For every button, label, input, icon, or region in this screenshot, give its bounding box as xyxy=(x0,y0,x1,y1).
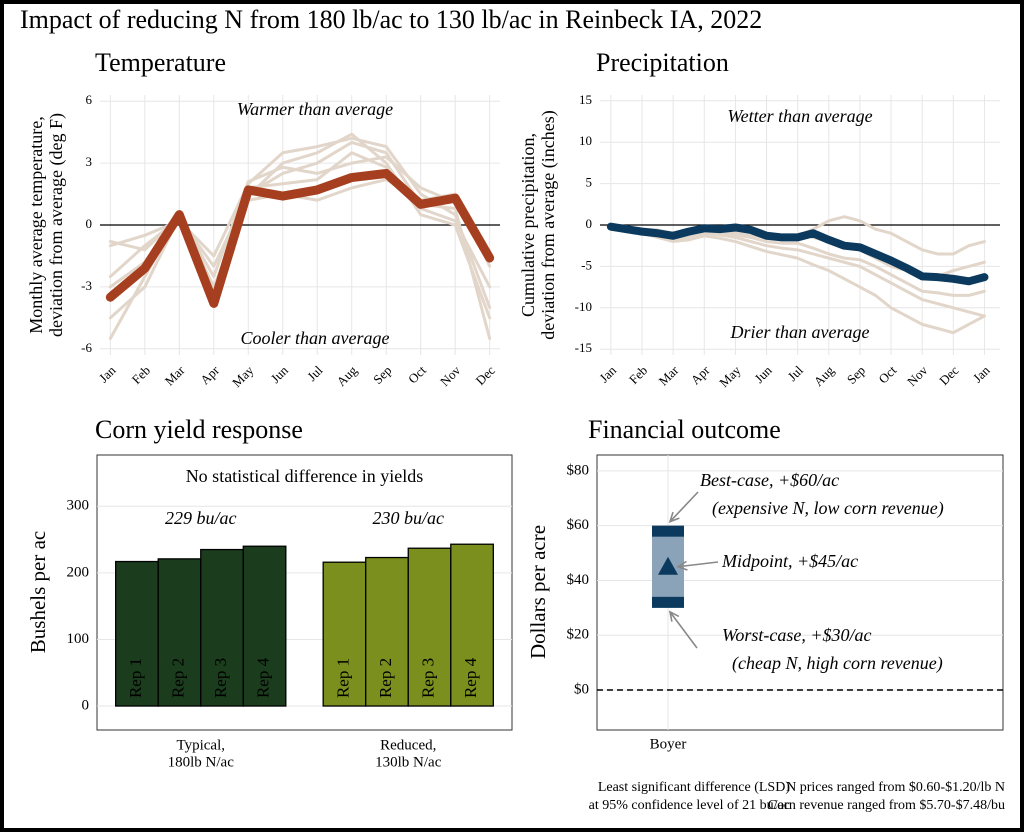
footnote: at 95% confidence level of 21 bu/ac xyxy=(589,798,790,813)
y-tick-label: -3 xyxy=(81,278,92,293)
y-axis-label: Cumulative precipitation, xyxy=(518,133,538,317)
bar xyxy=(200,548,244,707)
bar-label: Rep 4 xyxy=(461,657,480,698)
y-axis-label: deviation from average (deg F) xyxy=(46,113,67,337)
y-tick-label: 0 xyxy=(586,216,593,231)
annotation: Best-case, +$60/ac xyxy=(700,470,839,490)
bar-label: Rep 2 xyxy=(168,658,187,698)
bar xyxy=(157,558,202,707)
annotation: Cooler than average xyxy=(241,328,390,348)
footnote: Corn revenue ranged from $5.70-$7.48/bu xyxy=(768,798,1005,813)
group-label: 230 bu/ac xyxy=(373,508,445,528)
y-tick-label: -5 xyxy=(581,257,592,272)
y-tick-label: -6 xyxy=(81,340,92,355)
annotation: Warmer than average xyxy=(237,99,393,119)
footnote: Least significant difference (LSD) xyxy=(598,780,791,795)
background-line xyxy=(609,223,986,335)
panel xyxy=(96,454,513,731)
bar-label: Rep 1 xyxy=(333,658,352,698)
y-tick-label: 15 xyxy=(579,92,592,107)
annotation: (cheap N, high corn revenue) xyxy=(732,653,943,674)
low-cap xyxy=(652,596,684,608)
bar xyxy=(115,560,159,707)
midpoint xyxy=(658,556,678,575)
annotation: (expensive N, low corn revenue) xyxy=(712,498,944,519)
y-tick-label: -15 xyxy=(575,340,592,355)
arrow-head xyxy=(668,610,680,622)
y-tick-label: 3 xyxy=(86,154,93,169)
footnote: N prices ranged from $0.60-$1.20/lb N xyxy=(786,780,1005,795)
y-tick-label: 100 xyxy=(67,631,90,647)
bar-label: Rep 2 xyxy=(376,658,395,698)
bar-label: Rep 3 xyxy=(211,658,230,698)
y-tick-label: 200 xyxy=(67,564,90,580)
panel xyxy=(596,454,1004,731)
arrow xyxy=(677,561,719,568)
annotation: Drier than average xyxy=(730,322,870,342)
bar-label: Rep 1 xyxy=(126,658,145,698)
x-tick-label: 180lb N/ac xyxy=(168,754,235,770)
y-tick-label: $80 xyxy=(567,462,590,478)
bar xyxy=(242,545,287,707)
y-tick-label: 5 xyxy=(586,175,593,190)
y-axis-label: Monthly average temperature, xyxy=(26,116,46,333)
arrow-head xyxy=(676,560,688,571)
background-line xyxy=(609,223,986,318)
y-tick-label: 0 xyxy=(82,697,90,713)
main-line xyxy=(606,222,989,286)
bar xyxy=(322,561,367,707)
panel-title: Financial outcome xyxy=(588,415,781,444)
y-axis-label: Bushels per ac xyxy=(26,531,50,653)
annotation: No statistical difference in yields xyxy=(186,466,424,486)
bar-label: Rep 4 xyxy=(253,657,272,698)
bar-label: Rep 3 xyxy=(418,658,437,698)
y-tick-label: -10 xyxy=(575,299,592,314)
annotation: Worst-case, +$30/ac xyxy=(722,625,871,645)
arrow-head xyxy=(668,511,680,524)
annotation: Midpoint, +$45/ac xyxy=(721,551,858,571)
panel-title: Precipitation xyxy=(596,48,729,77)
x-tick-label: Boyer xyxy=(650,736,687,752)
x-tick-label: Reduced, xyxy=(380,737,436,753)
y-tick-label: 10 xyxy=(579,133,592,148)
x-tick-label: Typical, xyxy=(176,737,225,753)
bar xyxy=(407,547,452,707)
group-label: 229 bu/ac xyxy=(165,508,237,528)
figure-title: Impact of reducing N from 180 lb/ac to 1… xyxy=(20,5,762,34)
y-tick-label: $20 xyxy=(567,627,590,643)
x-tick-label: 130lb N/ac xyxy=(375,754,442,770)
main-line xyxy=(105,168,495,308)
y-tick-label: $0 xyxy=(574,681,589,697)
y-tick-label: 6 xyxy=(86,92,93,107)
y-tick-label: 0 xyxy=(86,216,93,231)
panel-title: Temperature xyxy=(95,48,226,77)
y-axis-label: deviation from average (inches) xyxy=(538,110,559,339)
arrow xyxy=(669,611,698,649)
y-tick-label: 300 xyxy=(67,498,90,514)
y-tick-label: $60 xyxy=(567,517,590,533)
annotation: Wetter than average xyxy=(727,106,872,126)
y-axis-label: Dollars per acre xyxy=(526,525,550,659)
high-cap xyxy=(652,525,684,537)
panel-title: Corn yield response xyxy=(95,415,303,444)
y-tick-label: $40 xyxy=(567,572,590,588)
arrow xyxy=(669,491,699,523)
bar xyxy=(450,543,494,707)
